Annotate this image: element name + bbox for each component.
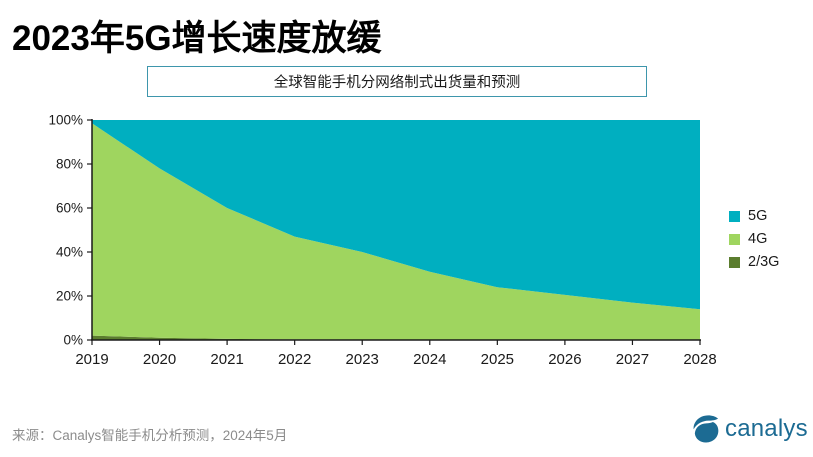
x-tick-label: 2027 <box>616 351 649 368</box>
legend-label-23g: 2/3G <box>748 254 780 270</box>
area-4G <box>92 123 700 340</box>
legend-label-4g: 4G <box>748 231 768 247</box>
x-tick-label: 2028 <box>683 351 716 368</box>
legend-swatch-23g-icon <box>729 256 740 268</box>
y-tick-label: 80% <box>56 157 83 172</box>
chart-legend: 5G 4G 2/3G <box>729 208 779 277</box>
y-tick-label: 40% <box>56 245 83 260</box>
x-tick-label: 2022 <box>278 351 311 368</box>
x-tick-label: 2021 <box>210 351 243 368</box>
legend-item-5g: 5G <box>729 208 779 224</box>
chart-subtitle-box: 全球智能手机分网络制式出货量和预测 <box>147 66 647 97</box>
canalys-logo-text: canalys <box>725 415 808 442</box>
page-title: 2023年5G增长速度放缓 <box>12 19 382 58</box>
x-tick-label: 2026 <box>548 351 581 368</box>
x-tick-label: 2023 <box>346 351 379 368</box>
area-5G <box>92 120 700 310</box>
y-tick-label: 20% <box>56 289 83 304</box>
y-tick-label: 60% <box>56 201 83 216</box>
y-tick-label: 0% <box>63 333 83 348</box>
legend-swatch-4g-icon <box>729 233 740 245</box>
chart-subtitle: 全球智能手机分网络制式出货量和预测 <box>273 75 521 91</box>
x-tick-label: 2024 <box>413 351 446 368</box>
y-tick-label: 100% <box>48 113 83 128</box>
canalys-logo: canalys <box>691 414 808 444</box>
stacked-area-chart: 0% 20% 40% 60% 80% 100% 2019 2020 2021 2022 2023 20… <box>48 113 716 369</box>
legend-item-4g: 4G <box>729 231 779 247</box>
legend-item-23g: 2/3G <box>729 254 779 270</box>
legend-label-5g: 5G <box>748 208 768 224</box>
source-note: 来源：Canalys智能手机分析预测，2024年5月 <box>12 428 288 443</box>
x-tick-label: 2019 <box>75 351 108 368</box>
x-tick-label: 2020 <box>143 351 176 368</box>
canalys-logo-mark-icon <box>693 415 719 443</box>
x-tick-label: 2025 <box>481 351 514 368</box>
legend-swatch-5g-icon <box>729 210 740 222</box>
